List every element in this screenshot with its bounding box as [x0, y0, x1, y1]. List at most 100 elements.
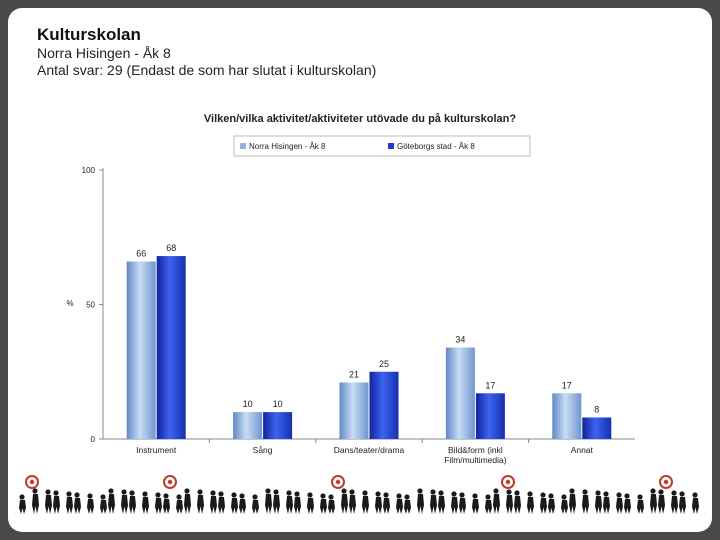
legend-label-goteborgs-stad: Göteborgs stad - Åk 8: [397, 142, 475, 151]
target-center-icon: [505, 479, 511, 485]
walking-figure-icon: [32, 494, 39, 514]
walking-figure-icon: [430, 495, 437, 514]
silhouette-head: [231, 492, 237, 498]
silhouette-head: [692, 492, 698, 498]
walking-figure-icon: [561, 500, 568, 514]
silhouette-head: [197, 489, 203, 495]
silhouette-head: [451, 491, 457, 497]
walking-figure-icon: [252, 500, 259, 514]
walking-figure-icon: [493, 494, 500, 514]
walking-figure-icon: [658, 495, 665, 514]
silhouette-head: [45, 489, 51, 495]
walking-figure-icon: [540, 498, 547, 514]
silhouette-head: [87, 493, 93, 499]
walking-figure-icon: [129, 496, 136, 514]
silhouette-head: [74, 492, 80, 498]
walking-figure-icon: [692, 498, 699, 514]
walking-figure-icon: [155, 498, 162, 514]
walking-figure-icon: [163, 499, 170, 514]
bar-value-label: 68: [166, 243, 176, 253]
bar-norra-hisingen: [552, 393, 582, 439]
y-tick-label: 50: [86, 301, 95, 310]
silhouette-head: [650, 488, 656, 494]
walking-figure-icon: [87, 499, 94, 514]
silhouette-head: [265, 488, 271, 494]
bar-goteborgs-stad: [369, 371, 399, 439]
bar-value-label: 25: [379, 359, 389, 369]
walking-figure-icon: [286, 496, 293, 514]
bar-goteborgs-stad: [582, 417, 612, 439]
target-center-icon: [663, 479, 669, 485]
walking-figure-icon: [650, 494, 657, 514]
slide-subtitle-school: Norra Hisingen - Åk 8: [37, 45, 171, 61]
silhouette-head: [184, 488, 190, 494]
silhouette-head: [472, 493, 478, 499]
walking-figure-icon: [100, 500, 107, 514]
silhouette-head: [294, 491, 300, 497]
bar-norra-hisingen: [339, 382, 369, 439]
silhouette-head: [218, 491, 224, 497]
silhouette-head: [328, 494, 334, 500]
silhouette-head: [485, 494, 491, 500]
walking-figure-icon: [328, 500, 335, 514]
silhouette-head: [362, 490, 368, 496]
silhouette-head: [32, 488, 38, 494]
silhouette-head: [624, 493, 630, 499]
silhouette-head: [66, 491, 72, 497]
chart-legend: Norra Hisingen - Åk 8 Göteborgs stad - Å…: [233, 135, 531, 157]
walking-figure-icon: [197, 495, 204, 514]
walking-figure-icon: [616, 498, 623, 514]
bar-value-label: 10: [273, 399, 283, 409]
silhouette-head: [210, 490, 216, 496]
slide-title: Kulturskolan: [37, 25, 141, 44]
walking-figure-icon: [66, 497, 73, 514]
silhouette-head: [320, 493, 326, 499]
silhouette-head: [637, 494, 643, 500]
walking-figure-icon: [582, 495, 589, 514]
silhouette-head: [679, 491, 685, 497]
silhouette-head: [548, 493, 554, 499]
target-center-icon: [335, 479, 341, 485]
chart-title: Vilken/vilka aktivitet/aktiviteter utöva…: [204, 113, 516, 125]
silhouette-head: [561, 494, 567, 500]
silhouette-head: [514, 490, 520, 496]
silhouette-head: [121, 489, 127, 495]
x-axis-labels: Instrument Sång Dans/teater/drama Bild&form…: [136, 439, 594, 465]
bar-norra-hisingen: [233, 412, 263, 439]
walking-figure-icon: [404, 500, 411, 514]
silhouette-head: [404, 494, 410, 500]
y-tick-label: 0: [91, 435, 96, 444]
slide-header: Kulturskolan Norra Hisingen - Åk 8 Antal…: [37, 24, 376, 79]
bar-goteborgs-stad: [263, 412, 293, 439]
walking-figure-icon: [637, 500, 644, 514]
walking-figure-icon: [231, 498, 238, 514]
walking-figure-icon: [265, 494, 272, 514]
walking-figure-icon: [53, 496, 60, 514]
walking-figure-icon: [569, 494, 576, 514]
walking-figure-icon: [349, 495, 356, 514]
silhouette-head: [603, 491, 609, 497]
silhouette-head: [506, 489, 512, 495]
x-tick-label: Annat: [571, 445, 594, 455]
walking-figure-icon: [527, 497, 534, 514]
walking-figure-icon: [506, 495, 513, 514]
silhouette-head: [616, 492, 622, 498]
walking-figure-icon: [485, 500, 492, 514]
silhouette-head: [176, 494, 182, 500]
walking-figure-icon: [320, 499, 327, 514]
silhouette-head: [286, 490, 292, 496]
silhouette-head: [142, 491, 148, 497]
silhouette-head: [417, 488, 423, 494]
target-center-icon: [167, 479, 173, 485]
silhouette-head: [671, 490, 677, 496]
bar-value-label: 21: [349, 370, 359, 380]
x-tick-label: Sång: [253, 445, 273, 455]
walking-figure-icon: [438, 496, 445, 514]
silhouette-head: [239, 493, 245, 499]
walking-figure-icon: [45, 495, 52, 514]
walking-figure-icon: [671, 496, 678, 514]
walking-figure-icon: [451, 497, 458, 514]
y-tick-label: 100: [82, 166, 96, 175]
walking-figure-icon: [142, 497, 149, 514]
walking-figure-icon: [548, 499, 555, 514]
